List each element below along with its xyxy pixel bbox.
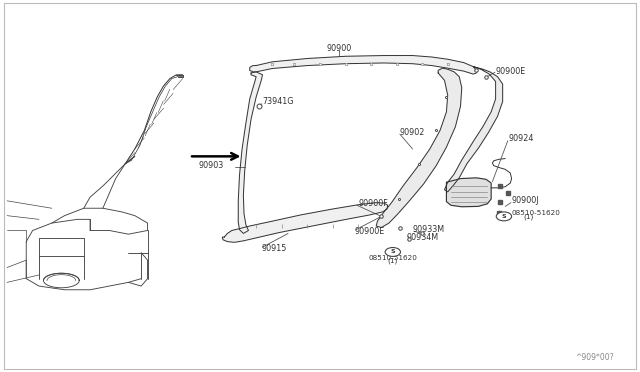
Text: ^909*00?: ^909*00? — [575, 353, 614, 362]
Text: 90900E: 90900E — [495, 67, 526, 76]
Text: (1): (1) — [388, 258, 398, 264]
Text: 90933M: 90933M — [413, 225, 445, 234]
Text: 08510-51620: 08510-51620 — [511, 210, 561, 216]
Text: 90934M: 90934M — [406, 232, 438, 242]
Text: 90924: 90924 — [508, 134, 534, 143]
Text: 90900J: 90900J — [511, 196, 539, 205]
Text: 90903: 90903 — [198, 161, 224, 170]
Text: 90902: 90902 — [400, 128, 425, 137]
Text: 08510-51620: 08510-51620 — [369, 254, 417, 260]
Text: (1): (1) — [523, 213, 533, 219]
Polygon shape — [222, 203, 388, 242]
Text: 90900: 90900 — [326, 44, 352, 52]
Text: 90900F: 90900F — [358, 199, 388, 208]
Polygon shape — [447, 178, 491, 207]
Circle shape — [385, 247, 401, 256]
Text: S: S — [502, 214, 506, 219]
Polygon shape — [238, 72, 262, 234]
Text: 73941G: 73941G — [262, 97, 294, 106]
Polygon shape — [445, 67, 502, 192]
Text: 90915: 90915 — [261, 244, 287, 253]
Circle shape — [496, 212, 511, 221]
Text: 90900E: 90900E — [355, 227, 385, 236]
Polygon shape — [376, 68, 462, 228]
Text: S: S — [390, 250, 395, 254]
Polygon shape — [250, 55, 476, 74]
